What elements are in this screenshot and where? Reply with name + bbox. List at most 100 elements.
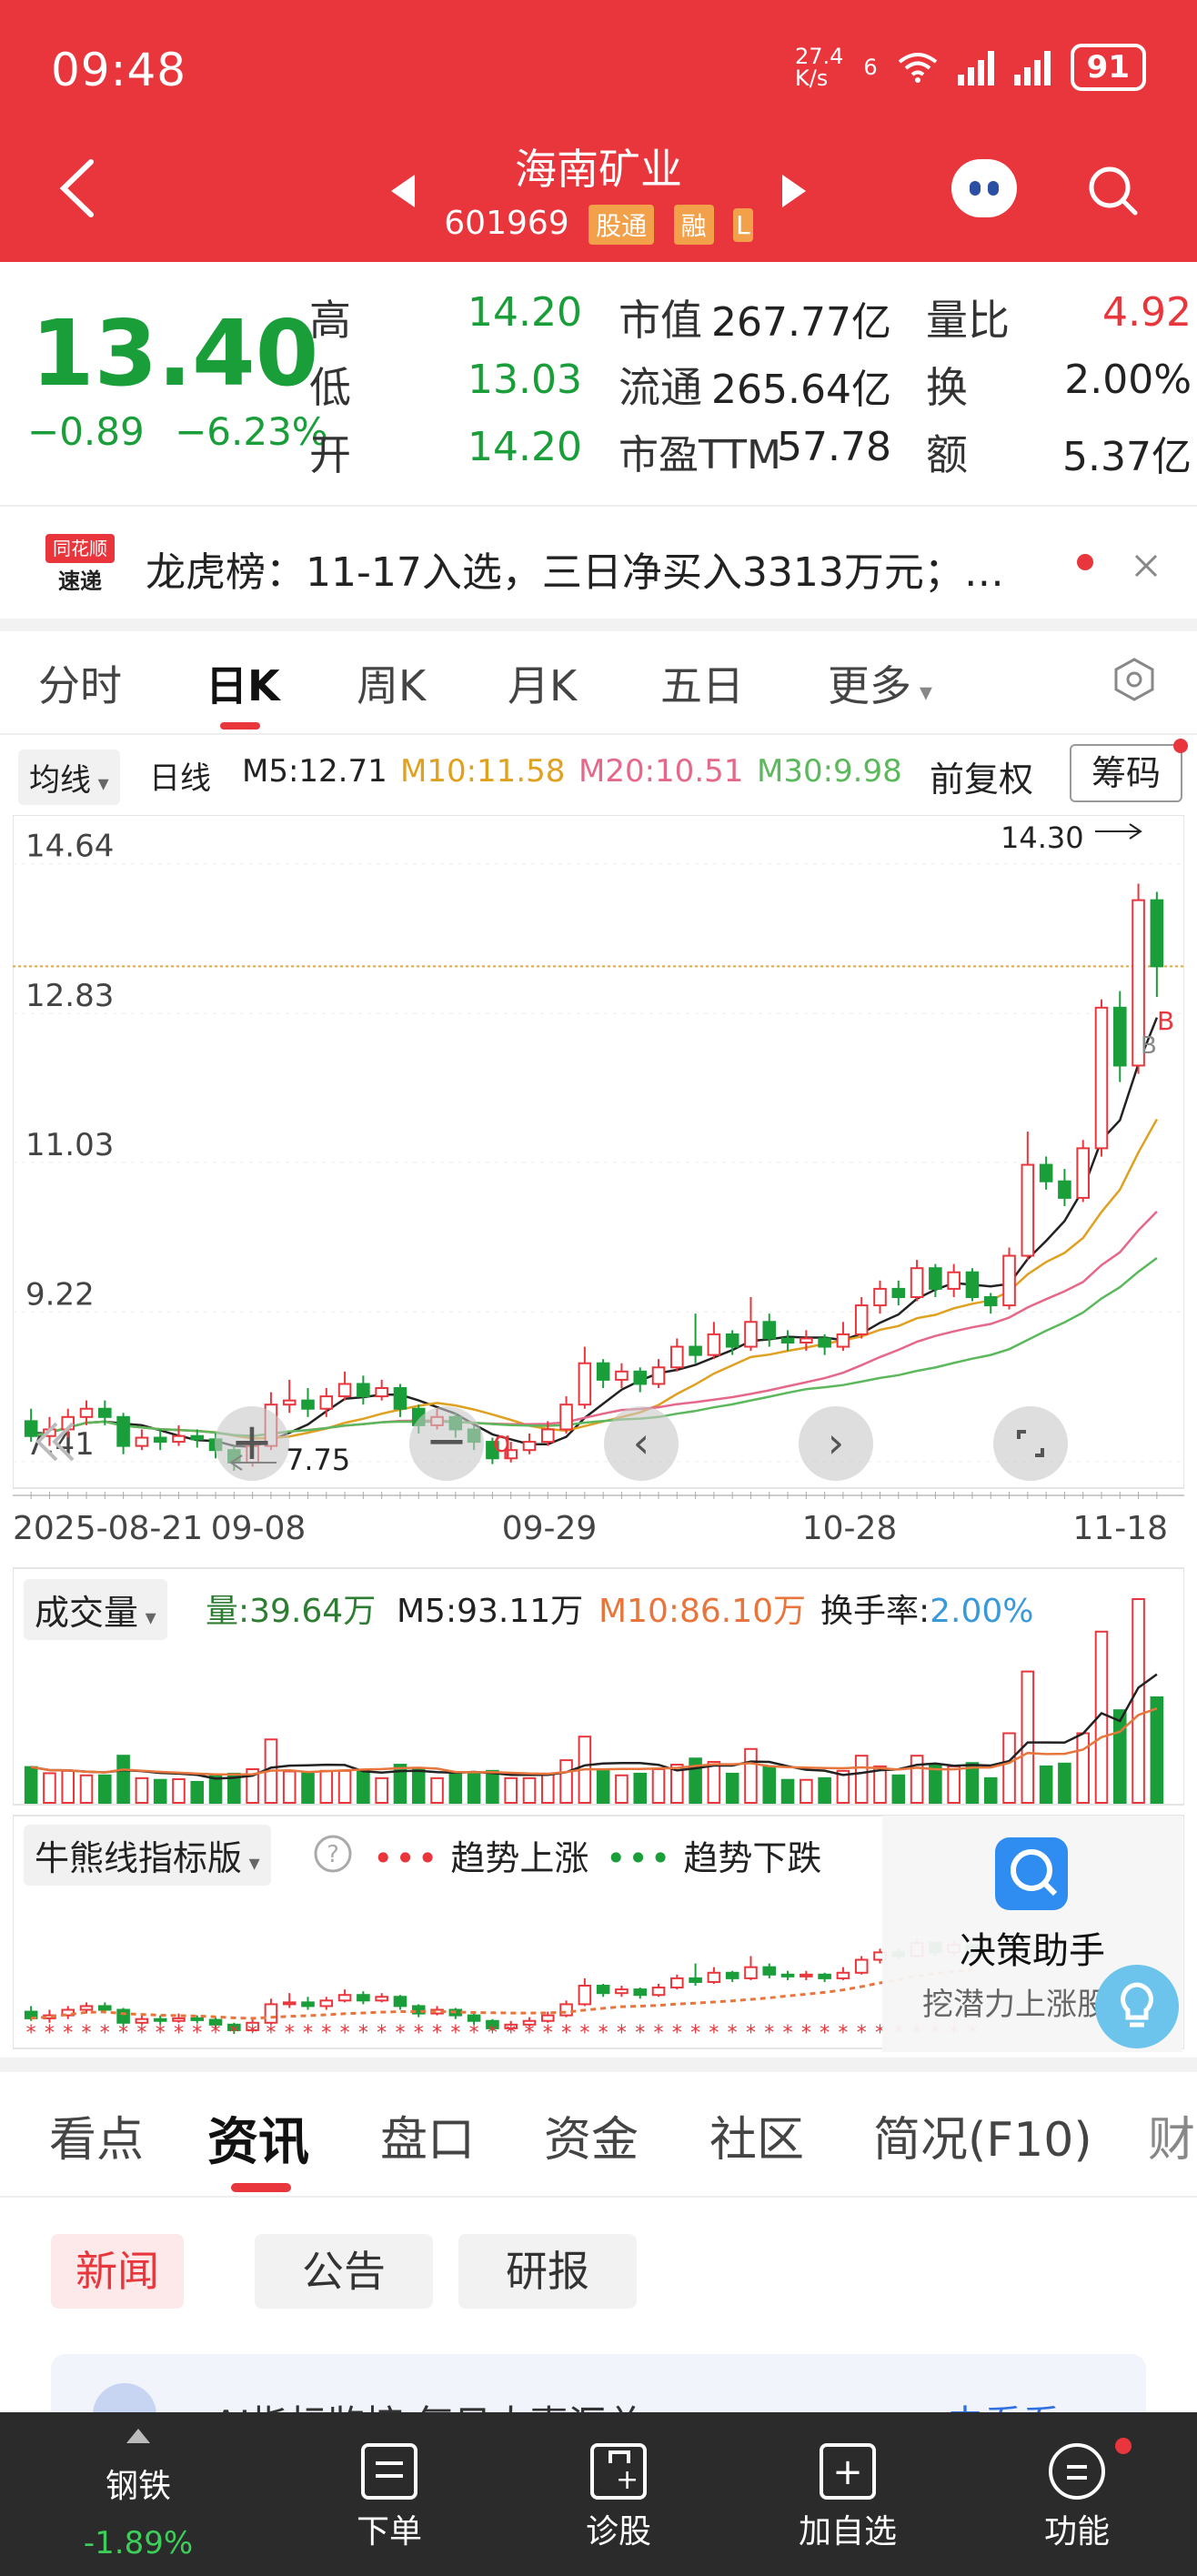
zoom-out-icon[interactable] xyxy=(20,1405,84,1478)
current-price: 13.40 xyxy=(31,300,319,407)
bb-candle-body xyxy=(411,2005,426,2015)
candle-body xyxy=(633,1370,648,1385)
signal-icon xyxy=(957,49,994,86)
volume-bar xyxy=(891,1774,906,1804)
next-stock-icon[interactable] xyxy=(782,175,806,207)
x-tick-label: 10-28 xyxy=(802,1510,898,1547)
chips-dot xyxy=(1173,739,1188,753)
candle-body xyxy=(689,1345,702,1356)
nav-diagnose[interactable]: + 诊股 xyxy=(528,2412,709,2576)
search-icon[interactable] xyxy=(1086,164,1141,218)
bb-candle-body xyxy=(172,2017,186,2022)
bb-candle-body xyxy=(800,1973,813,1977)
candle-body xyxy=(1002,1254,1016,1307)
volume-bar xyxy=(910,1755,924,1805)
adjust-mode[interactable]: 前复权 xyxy=(930,760,1034,800)
nav-index[interactable]: 钢铁 -1.89% xyxy=(47,2412,229,2576)
volume-ma5-line xyxy=(30,1673,1158,1780)
news-banner[interactable]: 同花顺 速递 龙虎榜：11-17入选，三日净买入3313万元；… xyxy=(0,505,1197,619)
ai-robot-icon[interactable] xyxy=(951,159,1017,217)
back-arrow-icon[interactable] xyxy=(55,156,100,220)
tab-five-day[interactable]: 五日 xyxy=(660,661,744,710)
stat-label-volratio: 量比 xyxy=(926,296,1010,345)
chip-announcements[interactable]: 公告 xyxy=(255,2234,433,2309)
fullscreen-icon[interactable] xyxy=(993,1406,1068,1481)
bb-candle-body xyxy=(301,2001,315,2007)
volume-bar xyxy=(282,1770,297,1805)
ma-selector[interactable]: 均线 ▾ xyxy=(18,750,120,805)
candle-body xyxy=(836,1333,850,1348)
tab-weekly-k[interactable]: 周K xyxy=(357,661,427,710)
bb-trend-star: * xyxy=(247,2022,257,2045)
bb-trend-star: * xyxy=(118,2022,128,2045)
signal-icon-2 xyxy=(1013,49,1051,86)
prev-stock-icon[interactable] xyxy=(391,175,415,207)
tab-orderbook[interactable]: 盘口 xyxy=(380,2113,476,2168)
chip-research[interactable]: 研报 xyxy=(458,2234,637,2309)
nav-order[interactable]: 下单 xyxy=(298,2412,480,2576)
ma10-line xyxy=(30,1118,1158,1440)
bb-candle-body xyxy=(227,2023,241,2031)
tab-news[interactable]: 资讯 xyxy=(207,2113,309,2172)
tab-more[interactable]: 更多 ▾ xyxy=(828,653,932,713)
nav-add-watchlist[interactable]: + 加自选 xyxy=(757,2412,939,2576)
stat-value-open: 14.20 xyxy=(468,424,582,470)
bullbear-selector[interactable]: 牛熊线指标版 ▾ xyxy=(24,1825,271,1886)
candle-body xyxy=(116,1415,130,1447)
zoom-in-button[interactable]: + xyxy=(215,1406,289,1481)
stat-value-mktcap: 267.77亿 xyxy=(711,299,891,346)
stat-value-low: 13.03 xyxy=(468,357,582,403)
bb-trend-line xyxy=(30,1967,973,2020)
tab-daily-k[interactable]: 日K xyxy=(206,661,280,710)
bb-trend-star: * xyxy=(358,2022,368,2045)
tab-highlights[interactable]: 看点 xyxy=(49,2113,145,2168)
candle-body xyxy=(393,1387,407,1410)
close-icon[interactable] xyxy=(1132,552,1160,579)
scroll-left-button[interactable]: ‹ xyxy=(604,1406,679,1481)
tab-more-label: 更多 xyxy=(828,661,911,710)
volume-bar xyxy=(116,1755,130,1805)
scroll-right-button[interactable]: › xyxy=(799,1406,873,1481)
candle-body xyxy=(24,1420,38,1437)
ma10-value: M10:11.58 xyxy=(400,753,566,790)
candle-body xyxy=(670,1345,684,1369)
tab-monthly-k[interactable]: 月K xyxy=(508,661,578,710)
help-icon[interactable]: ? xyxy=(313,1834,353,1874)
nav-functions[interactable]: 功能 xyxy=(986,2412,1168,2576)
lightbulb-button[interactable] xyxy=(1095,1965,1179,2048)
volume-bar xyxy=(430,1776,444,1804)
kline-chart[interactable]: 14.6412.8311.039.227.4114.307.75BBq2025-… xyxy=(13,815,1184,2052)
bb-trend-star: * xyxy=(709,2022,719,2045)
trend-up-label: 趋势上涨 xyxy=(450,1838,589,1878)
tab-funds[interactable]: 资金 xyxy=(544,2113,639,2168)
tab-finance[interactable]: 财 xyxy=(1148,2113,1196,2168)
tag-stock-connect: 股通 xyxy=(588,205,655,245)
bb-trend-star: * xyxy=(432,2022,442,2045)
candle-body xyxy=(1058,1180,1071,1199)
settings-hexagon-icon[interactable] xyxy=(1112,657,1157,702)
bb-trend-star: * xyxy=(303,2022,313,2045)
tab-intraday[interactable]: 分时 xyxy=(38,661,122,710)
volume-bar xyxy=(375,1776,388,1804)
tab-f10[interactable]: 简况(F10) xyxy=(873,2113,1092,2168)
candle-body xyxy=(190,1434,205,1441)
chips-button[interactable]: 筹码 xyxy=(1070,744,1182,802)
chip-news[interactable]: 新闻 xyxy=(51,2234,184,2309)
volume-bar xyxy=(540,1772,555,1804)
bb-candle-body xyxy=(818,1973,831,1979)
tonghuashun-logo: 同花顺 速递 xyxy=(45,534,115,594)
banner-text[interactable]: 龙虎榜：11-17入选，三日净买入3313万元；… xyxy=(146,549,1004,596)
bb-candle-body xyxy=(670,1977,684,1989)
volume-selector[interactable]: 成交量 ▾ xyxy=(24,1579,167,1640)
volume-selector-label: 成交量 xyxy=(35,1593,139,1633)
bb-candle-body xyxy=(393,1996,407,2007)
zoom-minus-button[interactable]: − xyxy=(409,1406,484,1481)
bb-trend-star: * xyxy=(728,2022,738,2045)
bb-trend-star: * xyxy=(285,2022,295,2045)
tab-community[interactable]: 社区 xyxy=(709,2113,805,2168)
volume-bar xyxy=(596,1767,610,1804)
volume-bar xyxy=(79,1774,94,1804)
bb-trend-star: * xyxy=(690,2022,700,2045)
volume-bar xyxy=(965,1762,980,1804)
volume-bar xyxy=(780,1778,795,1804)
